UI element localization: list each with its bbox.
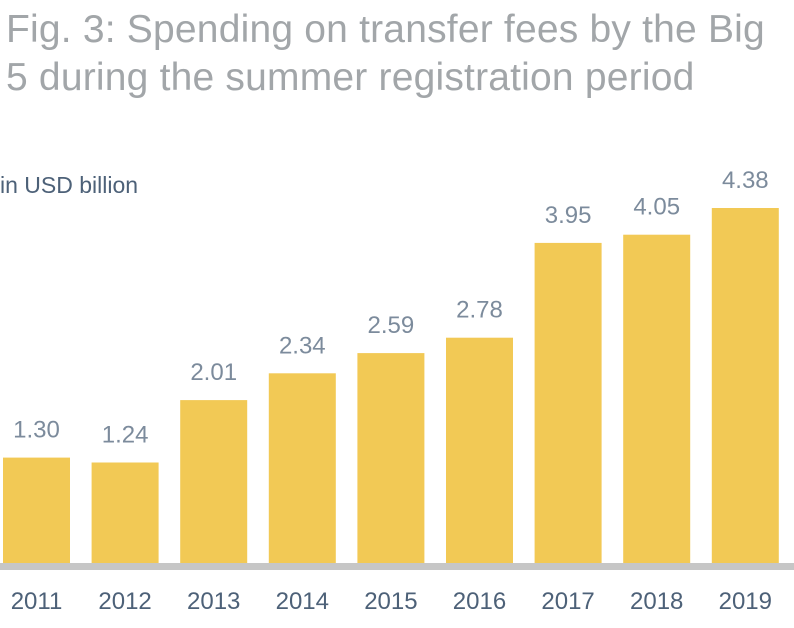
value-label-2019: 4.38: [722, 167, 769, 194]
value-label-2017: 3.95: [545, 202, 592, 229]
x-tick-label-2011: 2011: [11, 588, 63, 615]
value-label-2018: 4.05: [633, 194, 680, 221]
x-tick-label-2012: 2012: [98, 588, 151, 615]
bar-2012: [91, 462, 159, 563]
x-tick-label-2017: 2017: [541, 588, 594, 615]
value-label-2013: 2.01: [190, 359, 237, 386]
bar-2018: [623, 234, 691, 563]
value-label-2012: 1.24: [102, 422, 149, 449]
bar-2011: [3, 457, 70, 563]
x-axis-baseline: [0, 563, 794, 570]
value-label-2014: 2.34: [279, 332, 326, 359]
unit-label: in USD billion: [0, 172, 139, 198]
chart-title: Fig. 3: Spending on transfer fees by the…: [6, 8, 765, 99]
bars-group: [3, 208, 779, 563]
value-label-2015: 2.59: [368, 312, 415, 339]
x-tick-label-2016: 2016: [453, 588, 506, 615]
x-tick-label-2014: 2014: [276, 588, 329, 615]
value-labels-group: 1.30 1.24 2.01 2.34 2.59 2.78 3.95 4.05 4.38: [13, 167, 769, 449]
x-tick-label-2019: 2019: [719, 588, 772, 615]
x-tick-label-2013: 2013: [187, 588, 240, 615]
x-tick-labels-group: 2011 2012 2013 2014 2015 2016 2017 2018 2019: [11, 588, 772, 615]
value-label-2016: 2.78: [456, 297, 503, 324]
value-label-2011: 1.30: [13, 417, 60, 444]
x-tick-label-2015: 2015: [364, 588, 417, 615]
bar-2014: [268, 373, 336, 563]
bar-2016: [446, 337, 513, 563]
x-tick-label-2018: 2018: [630, 588, 683, 615]
bar-2015: [357, 353, 425, 563]
bar-2019: [711, 208, 779, 563]
bar-2017: [534, 242, 602, 563]
bar-2013: [180, 400, 248, 563]
